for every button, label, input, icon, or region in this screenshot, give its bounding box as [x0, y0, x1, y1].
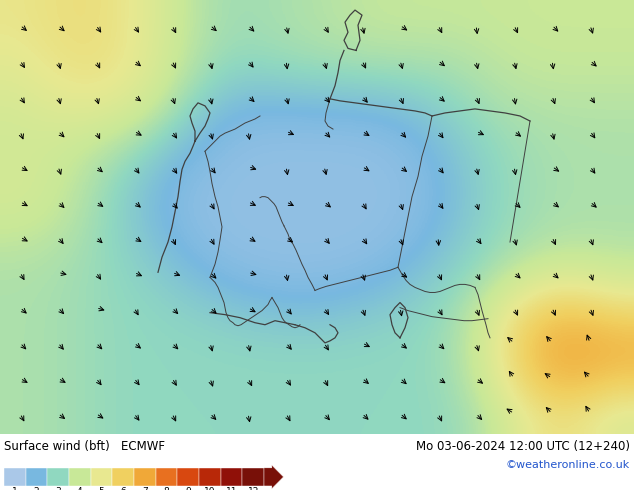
Text: 9: 9 [185, 487, 191, 490]
Text: ©weatheronline.co.uk: ©weatheronline.co.uk [506, 460, 630, 470]
Bar [91, 468, 112, 486]
Text: 1: 1 [12, 487, 18, 490]
Bar [48, 468, 69, 486]
Bar [134, 468, 156, 486]
Bar [25, 468, 48, 486]
Text: 8: 8 [164, 487, 169, 490]
Bar [112, 468, 134, 486]
Bar [178, 468, 199, 486]
Bar [69, 468, 91, 486]
Text: 7: 7 [142, 487, 148, 490]
FancyArrow shape [264, 465, 283, 489]
Text: 11: 11 [226, 487, 237, 490]
Text: Mo 03-06-2024 12:00 UTC (12+240): Mo 03-06-2024 12:00 UTC (12+240) [416, 440, 630, 453]
Bar [242, 468, 264, 486]
Text: 3: 3 [55, 487, 61, 490]
Bar [156, 468, 178, 486]
Text: 4: 4 [77, 487, 82, 490]
Text: 6: 6 [120, 487, 126, 490]
Bar [199, 468, 221, 486]
Bar [221, 468, 242, 486]
Text: 2: 2 [34, 487, 39, 490]
Text: 10: 10 [204, 487, 216, 490]
Bar [4, 468, 25, 486]
Text: 5: 5 [99, 487, 105, 490]
Text: Surface wind (bft)   ECMWF: Surface wind (bft) ECMWF [4, 440, 165, 453]
Text: 12: 12 [247, 487, 259, 490]
